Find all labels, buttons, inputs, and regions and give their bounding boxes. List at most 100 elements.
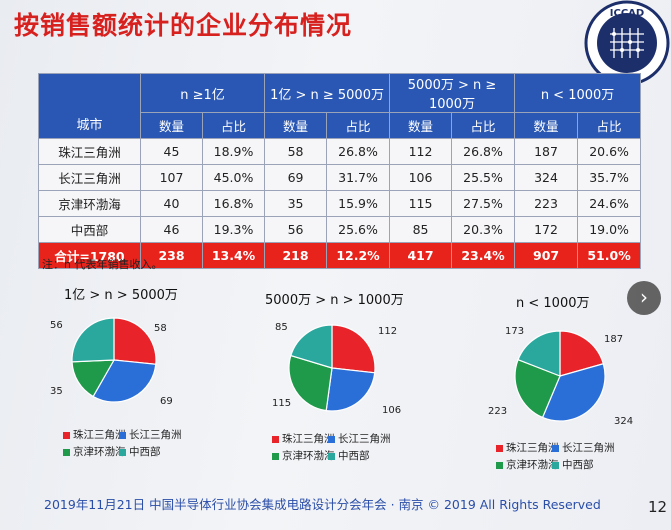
pie-data-label: 112	[378, 326, 398, 337]
legend-label: 京津环渤海	[282, 450, 335, 462]
legend-label: 中西部	[338, 450, 370, 462]
pie-title: 5000万 > n > 1000万	[265, 293, 404, 308]
legend-swatch	[272, 452, 279, 460]
pie-data-label: 106	[382, 405, 402, 416]
cell-pct: 25.5%	[451, 164, 516, 191]
cell-count: 35	[264, 190, 328, 217]
pie-slice	[331, 324, 376, 374]
legend-swatch	[119, 448, 126, 456]
header-group: 5000万 > n ≥ 1000万	[389, 73, 516, 113]
pie-slice	[559, 330, 605, 377]
legend-swatch	[272, 435, 279, 443]
total-count: 417	[389, 242, 453, 269]
stats-table: 城市 n ≥1亿 1亿 > n ≥ 5000万 5000万 > n ≥ 1000…	[38, 73, 642, 269]
legend-label: 京津环渤海	[506, 459, 559, 471]
table-row: 中西部 46 19.3% 56 25.6% 85 20.3% 172 19.0%	[38, 216, 642, 243]
chevron-right-icon[interactable]: ›	[627, 281, 661, 315]
row-city: 珠江三角洲	[38, 138, 141, 165]
cell-count: 187	[514, 138, 579, 165]
legend-label: 长江三角洲	[338, 433, 391, 445]
cell-pct: 31.7%	[326, 164, 391, 191]
pie-data-label: 35	[50, 386, 63, 397]
pie-data-label: 85	[275, 322, 288, 333]
cell-count: 107	[140, 164, 203, 191]
cell-pct: 26.8%	[326, 138, 391, 165]
page-number: 12	[648, 498, 668, 516]
legend-label: 京津环渤海	[73, 446, 126, 458]
pie-chart	[288, 324, 376, 412]
legend-item: 长江三角洲	[552, 440, 615, 455]
cell-pct: 18.9%	[201, 138, 266, 165]
table-row: 长江三角洲 107 45.0% 69 31.7% 106 25.5% 324 35.7%	[38, 164, 642, 191]
legend-swatch	[552, 444, 559, 452]
total-pct: 51.0%	[577, 242, 642, 269]
legend-item: 京津环渤海	[496, 457, 559, 472]
legend-swatch	[63, 431, 70, 439]
legend-item: 长江三角洲	[119, 427, 182, 442]
header-pct: 占比	[451, 112, 516, 139]
cell-pct: 27.5%	[451, 190, 516, 217]
cell-count: 223	[514, 190, 579, 217]
cell-count: 40	[140, 190, 203, 217]
pie-slice	[325, 367, 376, 412]
row-city: 中西部	[38, 216, 141, 243]
footer-text: 2019年11月21日 中国半导体行业协会集成电路设计分会年会 · 南京 © 2…	[44, 497, 601, 512]
legend-item: 珠江三角洲	[272, 431, 335, 446]
cell-count: 115	[389, 190, 453, 217]
pie-slice	[517, 330, 561, 377]
total-pct: 12.2%	[326, 242, 391, 269]
legend-label: 中西部	[129, 446, 161, 458]
table-row: 京津环渤海 40 16.8% 35 15.9% 115 27.5% 223 24.6%	[38, 190, 642, 217]
iccad-logo: ICCAD	[584, 0, 670, 86]
total-row: 合计=1780 238 13.4% 218 12.2% 417 23.4% 907 51.0%	[38, 242, 642, 269]
pie-data-label: 173	[505, 326, 525, 337]
cell-count: 45	[140, 138, 203, 165]
pie-slice	[92, 359, 157, 403]
cell-pct: 24.6%	[577, 190, 642, 217]
total-pct: 23.4%	[451, 242, 516, 269]
table-row: 珠江三角洲 45 18.9% 58 26.8% 112 26.8% 187 20.6%	[38, 138, 642, 165]
cell-pct: 16.8%	[201, 190, 266, 217]
cell-count: 69	[264, 164, 328, 191]
header-group: n ≥1亿	[139, 73, 266, 113]
legend-item: 长江三角洲	[328, 431, 391, 446]
legend-item: 京津环渤海	[272, 448, 335, 463]
header-pct: 占比	[326, 112, 391, 139]
pie-data-label: 58	[154, 323, 167, 334]
pie-data-label: 115	[272, 398, 292, 409]
logo-text: ICCAD	[610, 8, 644, 19]
pie-slice	[113, 317, 157, 365]
pie-slice	[288, 354, 333, 412]
header-pct: 占比	[201, 112, 266, 139]
legend-swatch	[552, 461, 559, 469]
cell-pct: 26.8%	[451, 138, 516, 165]
cell-pct: 35.7%	[577, 164, 642, 191]
total-count: 907	[514, 242, 579, 269]
legend-label: 中西部	[562, 459, 594, 471]
total-count: 238	[140, 242, 203, 269]
pie-slice	[71, 317, 115, 363]
header-count: 数量	[514, 112, 579, 139]
pie-data-label: 69	[160, 396, 173, 407]
legend-item: 京津环渤海	[63, 444, 126, 459]
pie-chart	[71, 317, 157, 403]
legend-item: 珠江三角洲	[496, 440, 559, 455]
table-note: 注：n 代表年销售收入。	[42, 258, 163, 271]
legend-swatch	[328, 452, 335, 460]
cell-count: 85	[389, 216, 453, 243]
header-group: 1亿 > n ≥ 5000万	[264, 73, 391, 113]
legend-label: 珠江三角洲	[282, 433, 335, 445]
total-pct: 13.4%	[201, 242, 266, 269]
header-city: 城市	[38, 73, 141, 139]
legend-swatch	[496, 444, 503, 452]
cell-pct: 45.0%	[201, 164, 266, 191]
legend-label: 珠江三角洲	[73, 429, 126, 441]
header-group: n < 1000万	[514, 73, 642, 113]
pie-data-label: 223	[488, 406, 508, 417]
cell-pct: 20.3%	[451, 216, 516, 243]
cell-pct: 20.6%	[577, 138, 642, 165]
pie-data-label: 187	[604, 334, 624, 345]
pie-title: n < 1000万	[516, 296, 590, 311]
legend-swatch	[328, 435, 335, 443]
pie-slice	[541, 363, 606, 422]
